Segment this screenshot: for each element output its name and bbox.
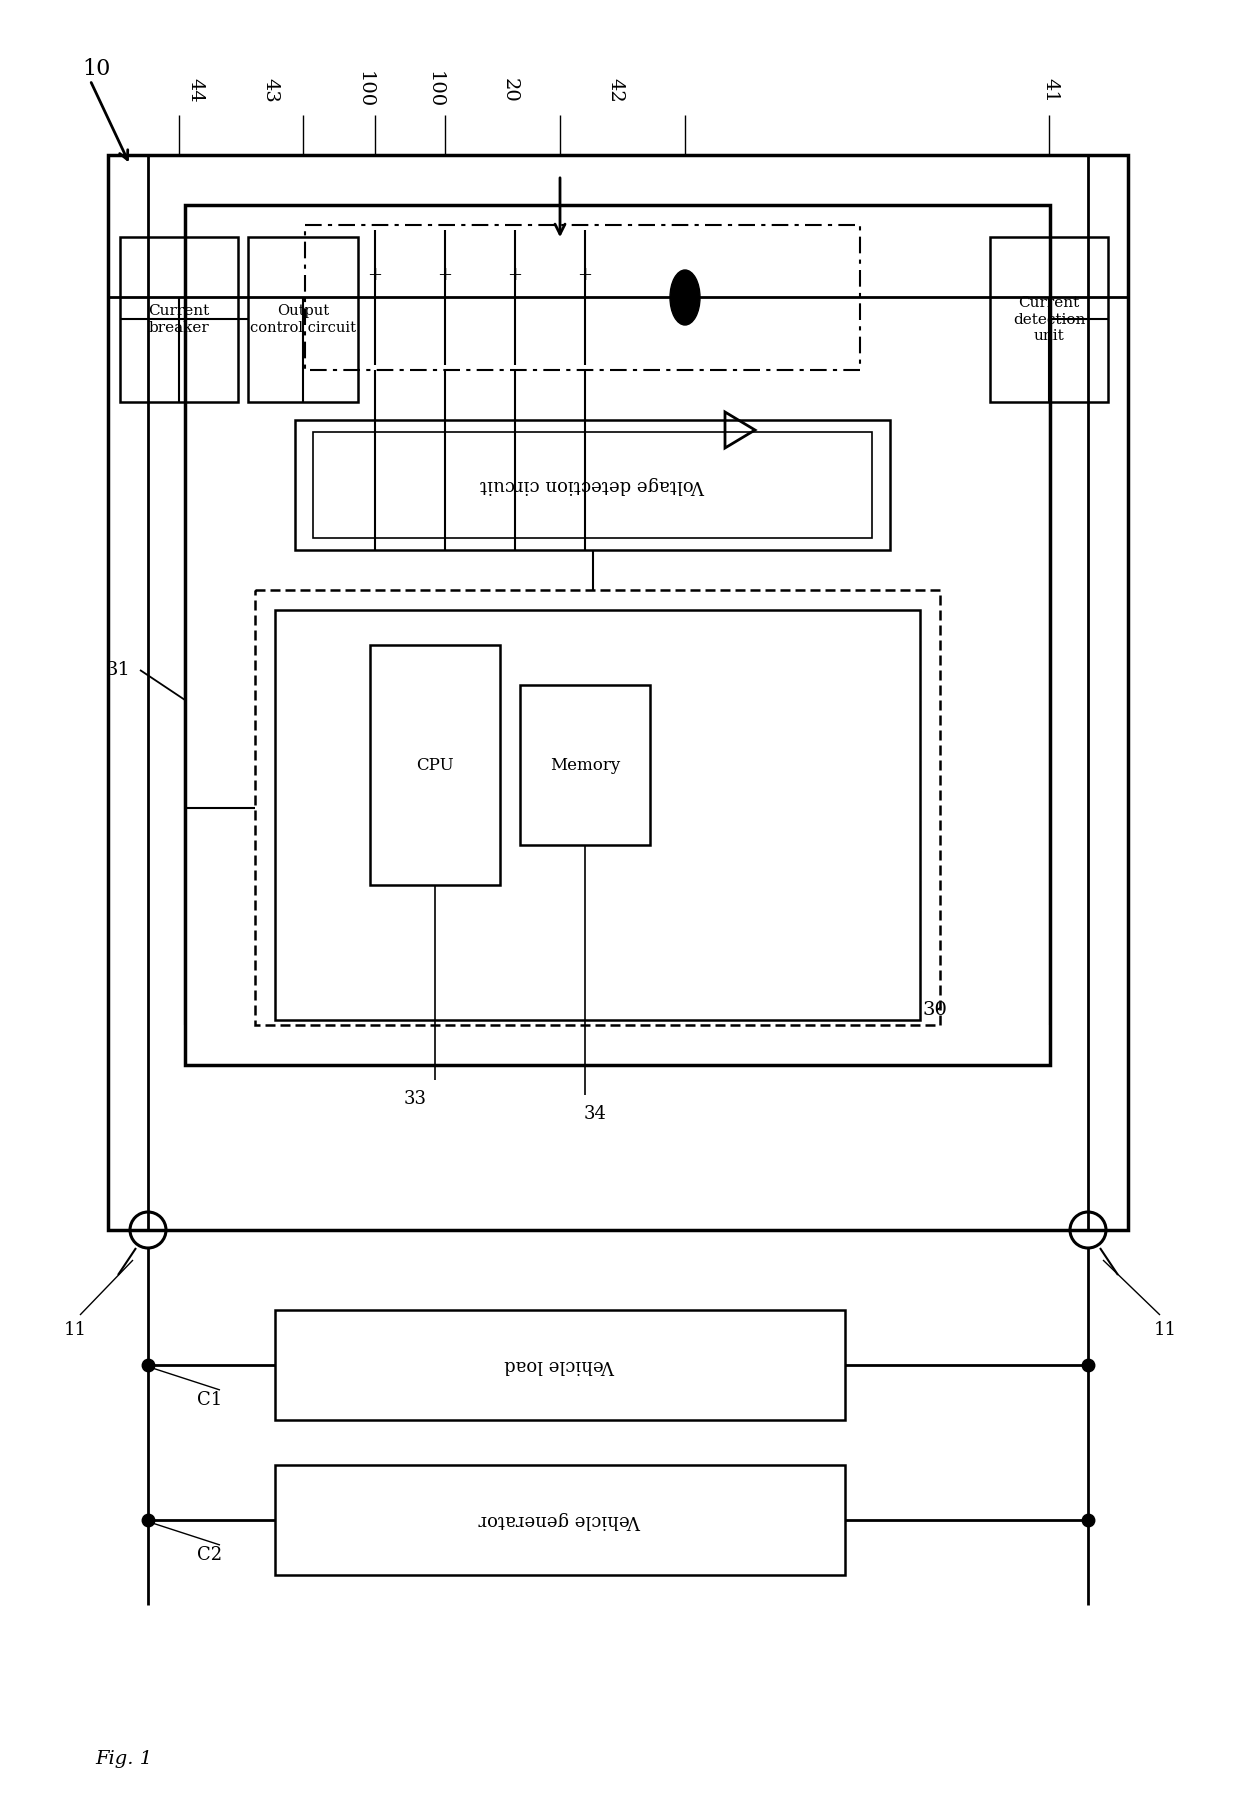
Ellipse shape — [670, 269, 701, 326]
Text: 31: 31 — [105, 660, 130, 678]
Bar — [275, 609, 920, 1020]
Bar — [990, 236, 1109, 402]
Text: Current
breaker: Current breaker — [149, 304, 210, 335]
Text: C1: C1 — [197, 1392, 223, 1410]
Bar — [120, 236, 238, 402]
Text: CPU: CPU — [417, 757, 454, 773]
Text: Vehicle load: Vehicle load — [505, 1355, 615, 1373]
Text: Vehicle generator: Vehicle generator — [479, 1512, 641, 1530]
Bar — [370, 646, 500, 886]
Text: C2: C2 — [197, 1546, 222, 1564]
Bar — [520, 686, 650, 846]
Text: +: + — [367, 267, 382, 284]
Text: 42: 42 — [606, 78, 624, 102]
Bar — [295, 420, 890, 549]
Bar — [275, 1310, 844, 1421]
Text: 20: 20 — [501, 78, 520, 102]
Text: Fig. 1: Fig. 1 — [95, 1750, 153, 1768]
Text: 41: 41 — [1042, 78, 1059, 102]
Text: +: + — [578, 267, 593, 284]
Text: Current
detection
unit: Current detection unit — [1013, 296, 1085, 342]
Bar — [185, 206, 1050, 1064]
Text: 33: 33 — [403, 1090, 427, 1108]
Text: 100: 100 — [427, 71, 444, 109]
Bar — [108, 155, 1128, 1230]
Text: 11: 11 — [63, 1321, 87, 1339]
Bar — [275, 1464, 844, 1575]
Text: 30: 30 — [923, 1000, 947, 1019]
Text: 10: 10 — [82, 58, 110, 80]
Bar — [248, 236, 358, 402]
Text: Voltage detection circuit: Voltage detection circuit — [480, 477, 706, 495]
Text: Memory: Memory — [549, 757, 620, 773]
Text: Output
control circuit: Output control circuit — [250, 304, 356, 335]
Text: +: + — [507, 267, 522, 284]
Text: +: + — [438, 267, 453, 284]
Text: 44: 44 — [186, 78, 205, 102]
Bar — [312, 431, 872, 538]
Text: 43: 43 — [260, 78, 279, 102]
Text: 100: 100 — [356, 71, 374, 109]
Text: 11: 11 — [1153, 1321, 1177, 1339]
Bar — [305, 226, 861, 369]
Bar — [255, 589, 940, 1024]
Text: 34: 34 — [584, 1104, 606, 1122]
